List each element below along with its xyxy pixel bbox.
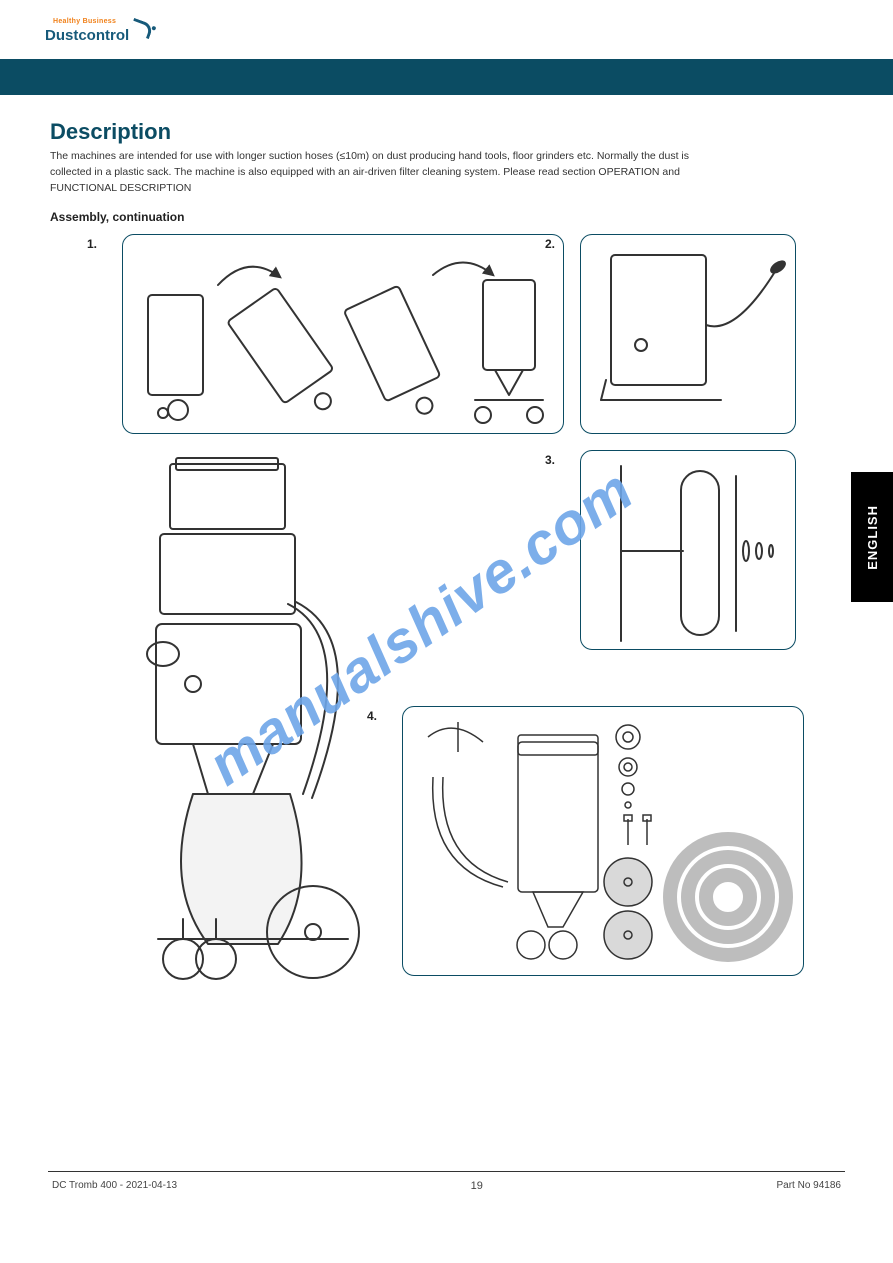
panel-2-label: 2.	[545, 237, 555, 251]
figure-area: 1.	[50, 234, 843, 1034]
section-title: Description	[50, 119, 843, 145]
panel-1-label: 1.	[87, 237, 97, 251]
panel-1-illustration-icon	[123, 235, 563, 433]
assembly-panel-3: 3.	[580, 450, 796, 650]
brand-logo: Healthy Business Dustcontrol	[45, 18, 152, 44]
page-header: Healthy Business Dustcontrol	[0, 0, 893, 45]
panel-3-label: 3.	[545, 453, 555, 467]
assembly-heading: Assembly, continuation	[50, 210, 843, 224]
assembly-panel-1: 1.	[122, 234, 564, 434]
body-paragraph: The machines are intended for use with l…	[50, 149, 690, 196]
logo-brandname: Dustcontrol	[45, 25, 152, 44]
footer-page-number: 19	[471, 1180, 483, 1192]
logo-brand-text: Dustcontrol	[45, 27, 129, 44]
title-band	[0, 59, 893, 95]
product-illustration-icon	[108, 454, 388, 994]
assembly-panel-4: 4.	[402, 706, 804, 976]
page-footer: DC Tromb 400 - 2021-04-13 19 Part No 941…	[48, 1171, 845, 1208]
panel-2-illustration-icon	[581, 235, 795, 433]
panel-4-illustration-icon	[403, 707, 803, 975]
footer-doc-id: DC Tromb 400 - 2021-04-13	[52, 1180, 177, 1192]
assembly-panel-2: 2.	[580, 234, 796, 434]
footer-part-number: Part No 94186	[776, 1180, 841, 1192]
product-illustration	[108, 454, 388, 994]
page-content: Description The machines are intended fo…	[0, 95, 893, 1171]
language-tab-label: ENGLISH	[865, 505, 880, 570]
language-tab: ENGLISH	[851, 472, 893, 602]
panel-3-illustration-icon	[581, 451, 795, 649]
